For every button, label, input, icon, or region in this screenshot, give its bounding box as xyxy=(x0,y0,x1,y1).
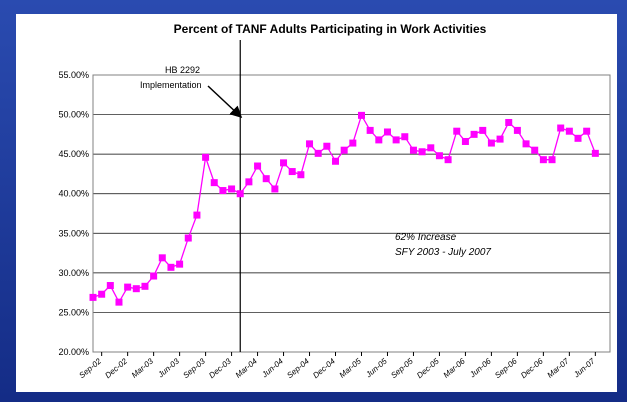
data-point xyxy=(487,139,495,147)
data-point xyxy=(332,157,340,165)
data-point xyxy=(366,126,374,134)
data-point xyxy=(115,298,123,306)
chart-title: Percent of TANF Adults Participating in … xyxy=(174,22,487,36)
data-point xyxy=(357,111,365,119)
data-point xyxy=(479,126,487,134)
data-point xyxy=(418,148,426,156)
y-tick-label: 45.00% xyxy=(58,149,89,159)
data-point xyxy=(176,260,184,268)
data-point xyxy=(150,272,158,280)
data-point xyxy=(314,149,322,157)
data-point xyxy=(306,140,314,148)
data-point xyxy=(228,185,236,193)
y-tick-label: 20.00% xyxy=(58,347,89,357)
annotation: HB 2292 xyxy=(165,65,200,75)
data-point xyxy=(254,162,262,170)
data-point xyxy=(158,254,166,262)
data-point xyxy=(531,146,539,154)
data-point xyxy=(219,187,227,195)
data-point xyxy=(323,142,331,150)
data-point xyxy=(167,263,175,271)
data-point xyxy=(141,282,149,290)
data-point xyxy=(548,156,556,164)
annotation: Implementation xyxy=(140,80,202,90)
data-point xyxy=(565,127,573,135)
data-point xyxy=(505,118,513,126)
y-tick-label: 25.00% xyxy=(58,307,89,317)
data-point xyxy=(271,185,279,193)
panel xyxy=(16,14,617,392)
data-point xyxy=(89,293,97,301)
data-point xyxy=(349,139,357,147)
data-point xyxy=(124,283,132,291)
y-tick-label: 35.00% xyxy=(58,228,89,238)
data-point xyxy=(401,133,409,141)
data-point xyxy=(202,153,210,161)
data-point xyxy=(461,137,469,145)
data-point xyxy=(427,144,435,152)
data-point xyxy=(262,175,270,183)
data-point xyxy=(496,135,504,143)
data-point xyxy=(409,146,417,154)
data-point xyxy=(288,168,296,176)
data-point xyxy=(522,140,530,148)
data-point xyxy=(383,128,391,136)
data-point xyxy=(193,211,201,219)
y-tick-label: 55.00% xyxy=(58,70,89,80)
y-tick-label: 30.00% xyxy=(58,268,89,278)
data-point xyxy=(583,127,591,135)
annotation: SFY 2003 - July 2007 xyxy=(395,247,491,258)
arrow xyxy=(207,85,243,119)
data-point xyxy=(106,282,114,290)
data-point xyxy=(245,178,253,186)
y-tick-label: 40.00% xyxy=(58,189,89,199)
data-point xyxy=(539,156,547,164)
plot-frame xyxy=(92,74,611,353)
data-point xyxy=(236,190,244,198)
data-point xyxy=(98,290,106,298)
data-point xyxy=(470,130,478,138)
data-point xyxy=(280,159,288,167)
data-point xyxy=(340,146,348,154)
data-point xyxy=(132,285,140,293)
data-point xyxy=(392,136,400,144)
data-point xyxy=(297,171,305,179)
data-point xyxy=(435,152,443,160)
data-point xyxy=(591,149,599,157)
data-point xyxy=(513,126,521,134)
data-point xyxy=(375,136,383,144)
data-point xyxy=(453,127,461,135)
y-tick-label: 50.00% xyxy=(58,110,89,120)
annotation: 62% Increase xyxy=(395,232,457,243)
data-point xyxy=(557,124,565,132)
data-point xyxy=(444,156,452,164)
data-point xyxy=(574,134,582,142)
data-point xyxy=(184,234,192,242)
data-point xyxy=(210,179,218,187)
